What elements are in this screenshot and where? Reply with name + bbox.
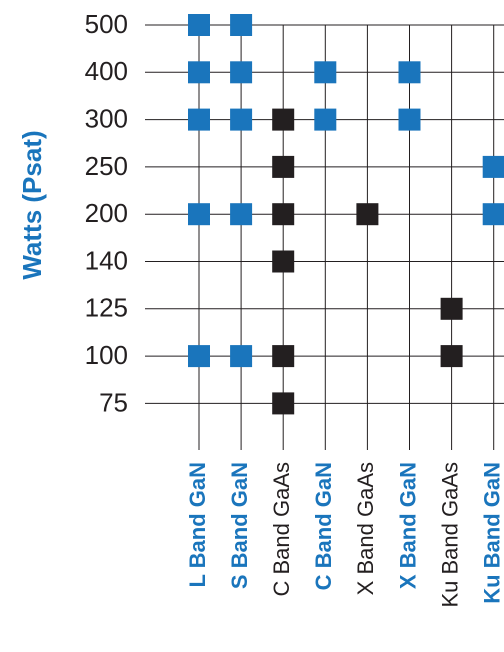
marker	[188, 345, 210, 368]
marker	[230, 345, 253, 368]
y-tick-label: 125	[85, 293, 128, 323]
x-tick-label: X Band GaN	[395, 462, 420, 589]
x-tick-label: S Band GaN	[227, 462, 252, 589]
y-tick-label: 75	[99, 387, 128, 417]
y-tick-label: 200	[85, 198, 128, 228]
marker	[482, 203, 504, 226]
x-tick-label: Ku Band GaN	[480, 462, 504, 604]
marker	[230, 14, 253, 36]
marker	[314, 108, 337, 131]
marker	[188, 61, 210, 84]
y-tick-label: 100	[85, 340, 128, 370]
marker	[272, 392, 295, 415]
marker	[272, 155, 295, 178]
y-tick-label: 500	[85, 9, 128, 39]
marker	[314, 61, 337, 84]
y-tick-label: 300	[85, 103, 128, 133]
marker	[188, 14, 210, 36]
marker	[272, 250, 295, 273]
marker	[398, 61, 421, 84]
y-tick-label: 250	[85, 151, 128, 181]
marker	[272, 108, 295, 131]
x-tick-label: C Band GaAs	[269, 462, 294, 597]
marker	[230, 108, 253, 131]
y-tick-label: 400	[85, 56, 128, 86]
marker	[188, 108, 210, 131]
x-tick-label: Ku Band GaAs	[437, 462, 462, 608]
x-tick-label: L Band GaN	[185, 462, 210, 588]
marker	[230, 61, 253, 84]
x-tick-label: C Band GaN	[311, 462, 336, 590]
marker	[356, 203, 379, 226]
marker	[272, 203, 295, 226]
y-tick-label: 140	[85, 245, 128, 275]
marker	[398, 108, 421, 131]
marker	[440, 297, 463, 320]
x-tick-label: X Band GaAs	[353, 462, 378, 595]
marker	[440, 345, 463, 368]
marker	[188, 203, 210, 226]
y-axis-title: Watts (Psat)	[17, 130, 47, 279]
marker	[230, 203, 253, 226]
marker	[272, 345, 295, 368]
marker	[482, 155, 504, 178]
